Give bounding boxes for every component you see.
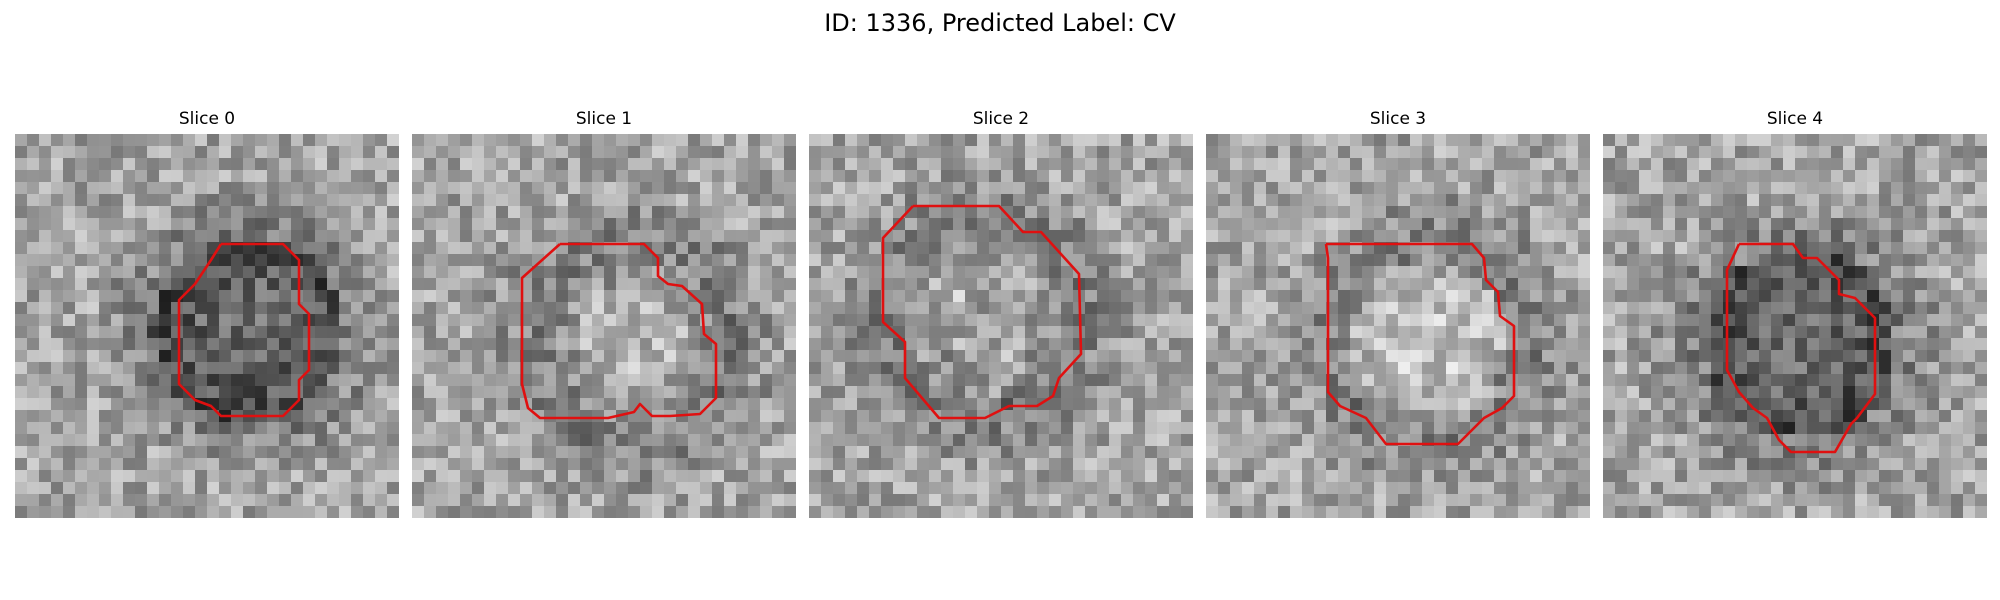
- slice-panel-2: Slice 2: [809, 108, 1193, 522]
- segmentation-contour: [177, 242, 311, 418]
- segmentation-contour: [520, 242, 718, 420]
- slice-panel-0: Slice 0: [15, 108, 399, 522]
- slice-title: Slice 1: [575, 109, 633, 129]
- segmentation-contour: [1324, 242, 1516, 446]
- segmentation-contour: [881, 204, 1083, 420]
- slice-image: [809, 134, 1193, 518]
- slice-title: Slice 3: [1369, 109, 1427, 129]
- slice-title: Slice 2: [972, 109, 1030, 129]
- slice-image: [1206, 134, 1590, 518]
- slice-panel-3: Slice 3: [1206, 108, 1590, 522]
- slice-title: Slice 0: [178, 109, 236, 129]
- slice-panel-1: Slice 1: [412, 108, 796, 522]
- slice-title: Slice 4: [1766, 109, 1824, 129]
- slice-panel-4: Slice 4: [1603, 108, 1987, 522]
- figure-title: ID: 1336, Predicted Label: CV: [824, 9, 1176, 37]
- slice-image: [1603, 134, 1987, 518]
- slice-image: [15, 134, 399, 518]
- segmentation-contour: [1725, 242, 1877, 454]
- slice-image: [412, 134, 796, 518]
